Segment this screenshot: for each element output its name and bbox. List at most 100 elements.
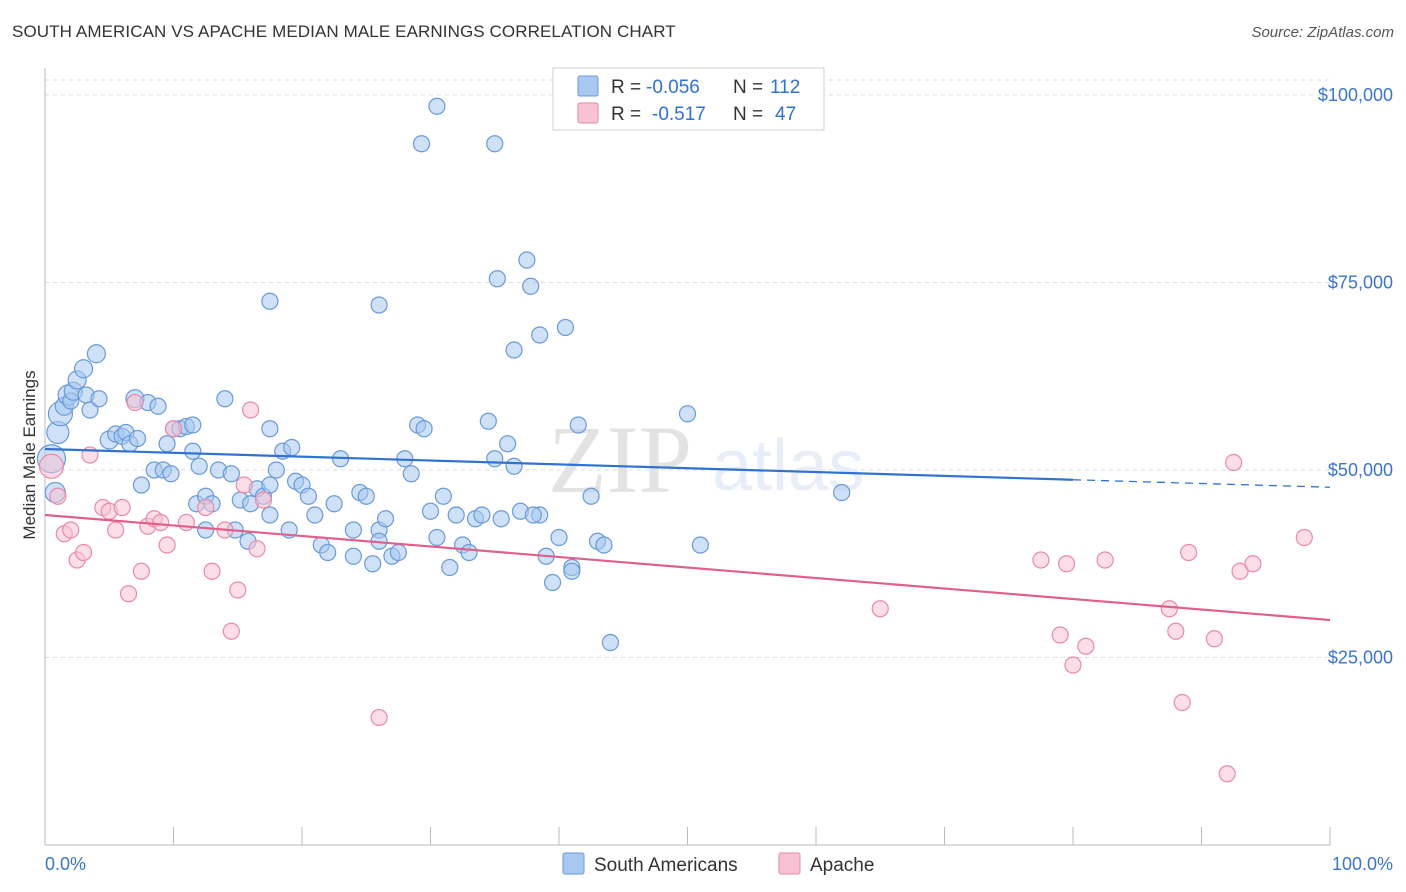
trend-line-south-americans (44, 447, 1074, 481)
point-south-americans (162, 465, 180, 483)
point-south-americans (543, 573, 562, 592)
legend-row-apache: R = -0.517 N = 47 (577, 102, 796, 125)
legend-swatch-blue (577, 75, 599, 97)
point-south-americans (319, 543, 337, 562)
x-tick-label-min: 0.0% (45, 854, 86, 874)
legend-r-value: -0.517 (652, 104, 706, 125)
trend-line-south-americans-extension (1072, 479, 1331, 488)
watermark-zip: ZIP (548, 406, 692, 513)
y-tick-label: $25,000 (1328, 648, 1393, 668)
point-apache (119, 585, 138, 603)
point-apache (242, 401, 260, 419)
point-south-americans (505, 457, 523, 475)
trend-lines (44, 447, 1331, 622)
point-apache (203, 562, 221, 580)
point-south-americans (499, 435, 517, 453)
point-apache (1180, 543, 1198, 562)
point-south-americans (522, 277, 540, 295)
bottom-legend-swatch-pink (778, 852, 801, 875)
point-south-americans (833, 483, 851, 502)
point-south-americans (132, 476, 150, 494)
point-south-americans (267, 461, 285, 479)
point-south-americans (149, 397, 167, 415)
trend-line-apache (44, 513, 1331, 622)
point-south-americans (460, 543, 478, 562)
point-south-americans (479, 412, 497, 430)
legend-r-label: R = (611, 104, 641, 125)
point-apache (1051, 626, 1069, 644)
legend-row-south-americans: R = -0.056 N = 112 (577, 75, 800, 98)
point-apache (1218, 765, 1236, 783)
point-south-americans (222, 465, 240, 483)
legend-n-label: N = (733, 104, 763, 125)
point-south-americans (428, 528, 446, 547)
bottom-legend-label-south-americans: South Americans (594, 855, 738, 876)
point-apache (113, 498, 131, 517)
point-apache (49, 487, 67, 505)
point-south-americans (128, 429, 147, 448)
point-apache (1225, 453, 1243, 472)
point-south-americans (531, 326, 549, 344)
point-south-americans (325, 495, 343, 513)
point-apache (1096, 551, 1114, 569)
point-south-americans (524, 506, 542, 524)
point-apache (1032, 551, 1050, 569)
point-south-americans (486, 450, 504, 468)
point-south-americans (582, 487, 600, 505)
series-legend: South Americans Apache (562, 852, 874, 876)
point-south-americans (402, 465, 420, 483)
point-south-americans (86, 344, 107, 364)
point-apache (38, 453, 65, 479)
point-south-americans (158, 435, 176, 453)
point-south-americans (691, 536, 709, 554)
point-south-americans (184, 416, 202, 434)
legend-r-label: R = (611, 77, 641, 98)
point-south-americans (492, 510, 510, 528)
point-south-americans (261, 292, 279, 310)
point-south-americans (344, 521, 362, 539)
bottom-legend-swatch-blue (562, 852, 585, 875)
point-apache (107, 521, 125, 539)
x-tick-labels: 0.0% 100.0% (45, 854, 1393, 874)
point-apache (1167, 622, 1185, 640)
point-apache (152, 513, 170, 532)
point-south-americans (370, 296, 388, 314)
y-tick-labels: $25,000 $50,000 $75,000 $100,000 (1318, 85, 1393, 668)
point-apache (229, 581, 247, 599)
legend-swatch-pink (577, 102, 599, 124)
point-south-americans (344, 547, 362, 565)
point-south-americans (261, 506, 279, 524)
point-apache (1064, 656, 1082, 674)
point-apache (74, 543, 93, 562)
point-south-americans (434, 487, 452, 505)
legend-n-value: 47 (775, 104, 796, 125)
legend-n-value: 112 (770, 77, 800, 98)
point-south-americans (518, 251, 536, 269)
point-apache (158, 536, 176, 554)
point-apache (1057, 555, 1076, 573)
point-apache (1173, 693, 1191, 712)
bottom-legend-label-apache: Apache (810, 855, 874, 876)
point-apache (164, 420, 183, 438)
point-apache (222, 622, 240, 640)
stats-legend: R = -0.056 N = 112 R = -0.517 N = 47 (552, 67, 825, 131)
point-south-americans (357, 487, 375, 505)
point-south-americans (364, 555, 382, 573)
point-south-americans (81, 401, 99, 419)
point-apache (1231, 562, 1249, 580)
grid-lines (45, 79, 1330, 658)
point-apache (1295, 528, 1313, 547)
y-tick-label: $50,000 (1328, 460, 1393, 480)
chart-title: SOUTH AMERICAN VS APACHE MEDIAN MALE EAR… (12, 22, 676, 41)
point-south-americans (569, 416, 587, 434)
point-south-americans (261, 420, 279, 438)
point-south-americans (421, 502, 440, 520)
point-south-americans (415, 420, 433, 438)
point-south-americans (601, 633, 620, 652)
point-apache (132, 562, 150, 580)
legend-r-value: -0.056 (646, 77, 700, 98)
point-south-americans (473, 506, 491, 524)
x-tick-label-max: 100.0% (1332, 854, 1393, 874)
point-apache (871, 600, 889, 618)
